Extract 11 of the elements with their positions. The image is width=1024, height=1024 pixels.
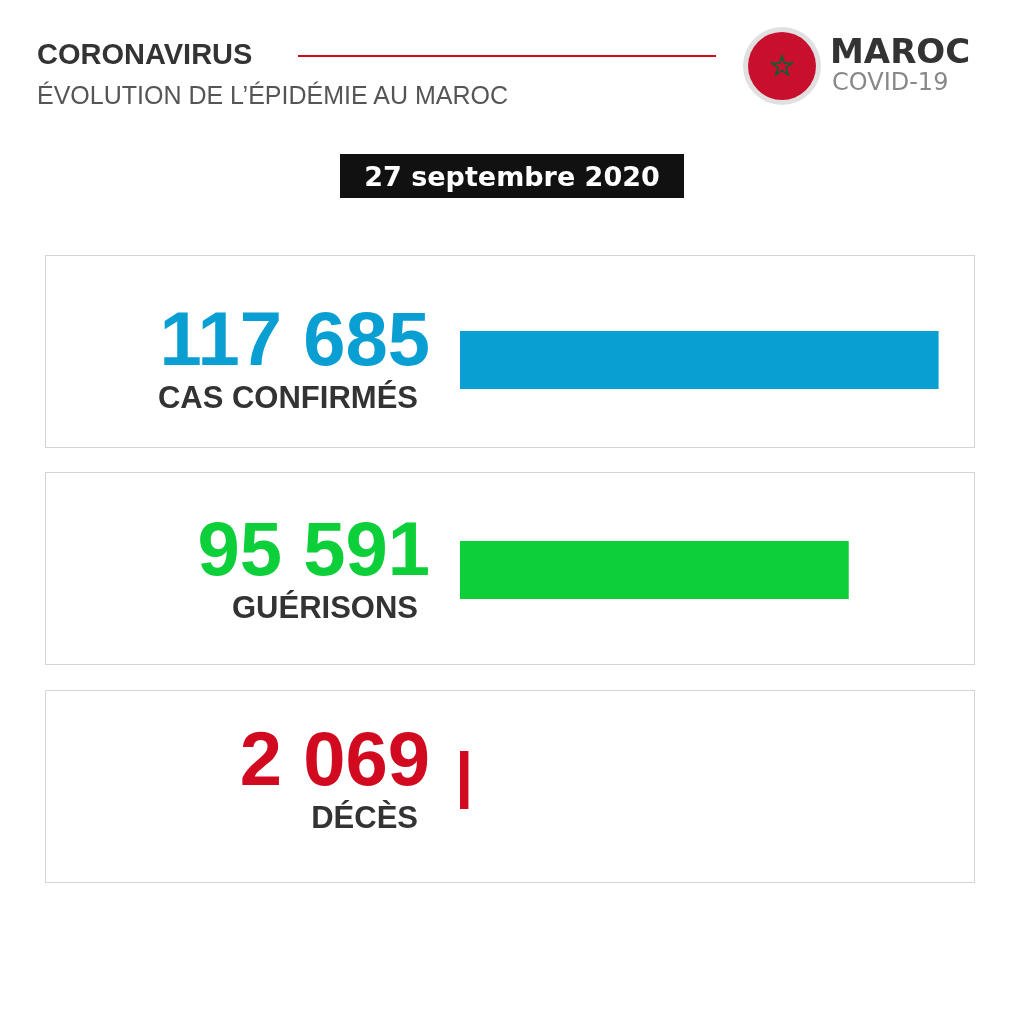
data-label: 95 591 <box>197 505 430 591</box>
chart-subtitle: ÉVOLUTION DE L’ÉPIDÉMIE AU MAROC <box>37 80 508 109</box>
y-tick-label: DÉCÈS <box>311 800 418 835</box>
y-tick-label: CAS CONFIRMÉS <box>157 380 418 415</box>
data-label: 117 685 <box>159 295 430 381</box>
y-tick-label: GUÉRISONS <box>231 590 418 625</box>
text: 27 septembre 2020 <box>364 160 660 192</box>
text: MAROC <box>830 31 971 71</box>
text: CORONAVIRUS <box>37 37 253 70</box>
data-label: 2 069 <box>239 715 430 801</box>
text: COVID-19 <box>832 68 949 96</box>
